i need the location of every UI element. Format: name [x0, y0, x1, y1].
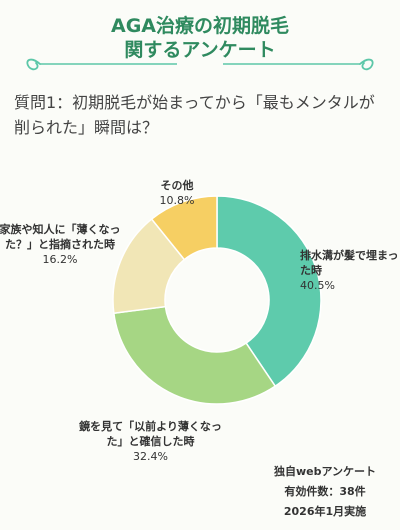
- value-label-mirror: 32.4%: [133, 450, 168, 463]
- survey-question: 質問1：初期脱毛が始まってから「最もメンタルが削られた」瞬間は？: [14, 93, 375, 137]
- category-label-mirror: 鏡を見て「以前より薄くなった」と確信した時: [79, 420, 222, 448]
- page-title: AGA治療の初期脱毛 関するアンケート: [0, 14, 400, 62]
- value-label-other: 10.8%: [159, 194, 195, 207]
- title-line-1: AGA治療の初期脱毛: [110, 15, 289, 37]
- category-label-drain: 排水溝が髪で埋まった時: [300, 249, 399, 277]
- title-line-2: 関するアンケート: [124, 39, 276, 61]
- slice-mirror: [113, 305, 277, 405]
- slice-drain: [216, 195, 322, 388]
- divider-left-ornament: [26, 58, 177, 71]
- category-label-pointed-out: 家族や知人に「薄くなった？」と指摘された時: [0, 223, 121, 251]
- value-label-pointed-out: 16.2%: [42, 253, 78, 266]
- category-label-other: その他: [160, 179, 194, 192]
- data-label-other: その他 10.8%: [142, 163, 212, 223]
- footer-source: 独自webアンケート: [273, 465, 377, 478]
- data-label-drain: 排水溝が髪で埋まった時 40.5%: [300, 233, 400, 308]
- value-label-drain: 40.5%: [300, 279, 335, 292]
- survey-footer: 独自webアンケート 有効件数：38件 2026年1月実施: [255, 462, 395, 522]
- divider-right-ornament: [223, 58, 374, 71]
- title-divider-decoration: [26, 58, 374, 71]
- footer-sample-size: 有効件数：38件: [284, 485, 366, 498]
- data-label-pointed-out: 家族や知人に「薄くなった？」と指摘された時 16.2%: [0, 207, 128, 282]
- footer-date: 2026年1月実施: [283, 505, 367, 518]
- data-label-mirror: 鏡を見て「以前より薄くなった」と確信した時 32.4%: [78, 404, 223, 479]
- slice-other: [150, 195, 218, 261]
